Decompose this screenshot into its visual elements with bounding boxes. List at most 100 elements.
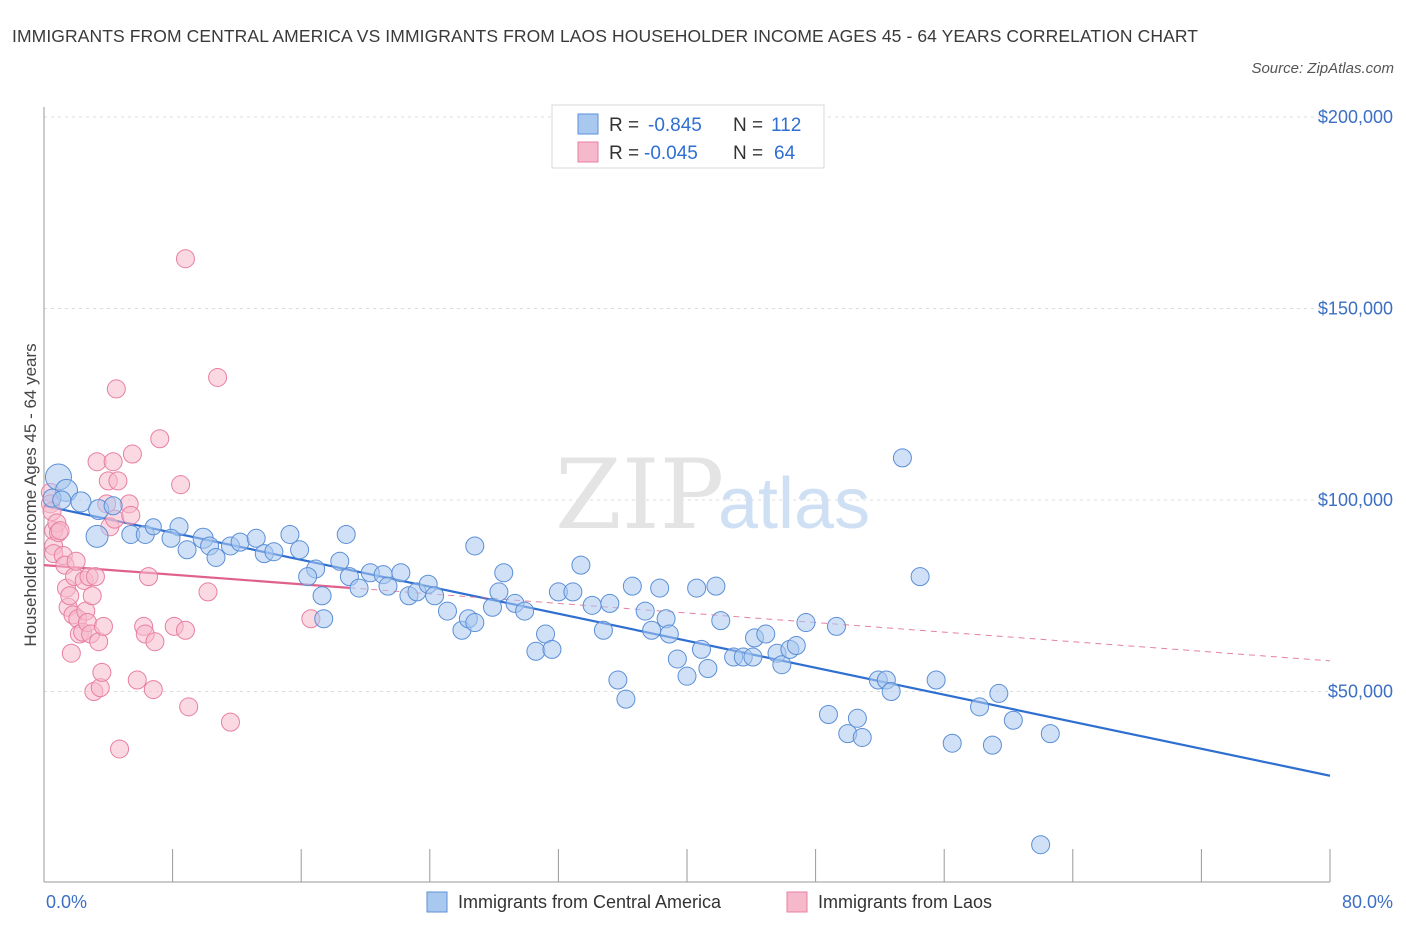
data-point-blue [70, 491, 92, 513]
correlation-legend: R = -0.845 N = 112 R = -0.045 N = 64 [551, 104, 825, 169]
data-point-blue [465, 613, 485, 633]
legend-r-value-1: -0.845 [648, 115, 702, 136]
data-point-blue [465, 536, 485, 556]
data-point-blue [881, 682, 901, 701]
data-point-pink [93, 616, 113, 636]
data-point-blue [542, 639, 562, 659]
data-point-blue [772, 655, 792, 675]
data-point-blue [280, 524, 300, 544]
legend-swatch-pink [577, 141, 599, 163]
data-point-blue [336, 524, 356, 544]
data-point-blue [144, 518, 162, 536]
data-point-pink [87, 452, 107, 472]
data-point-pink [122, 444, 142, 464]
x-tick-label: 0.0% [46, 892, 87, 912]
series-legend: Immigrants from Central America Immigran… [426, 891, 992, 913]
bottom-legend-swatch-pink [786, 891, 808, 913]
chart-source: Source: ZipAtlas.com [1251, 60, 1394, 77]
data-point-blue [1031, 835, 1051, 855]
data-point-blue [942, 733, 962, 753]
data-point-blue [103, 496, 123, 516]
y-tick-label: $200,000 [1318, 107, 1393, 127]
data-point-blue [687, 578, 707, 598]
data-point-blue [796, 613, 816, 633]
data-point-pink [82, 586, 102, 606]
grid-lines [44, 116, 1330, 692]
data-point-blue [1040, 724, 1060, 744]
data-point-blue [52, 490, 72, 510]
data-point-blue [852, 727, 872, 747]
data-point-blue [563, 582, 583, 602]
data-point-blue [206, 547, 226, 567]
data-point-blue [425, 586, 445, 606]
data-point-pink [175, 620, 195, 640]
data-point-blue [515, 601, 535, 621]
data-point-pink [127, 670, 147, 690]
data-point-blue [677, 666, 697, 686]
data-point-blue [667, 649, 687, 669]
data-point-pink [145, 632, 165, 652]
legend-r-label-1: R = [609, 115, 639, 136]
data-point-pink [220, 712, 240, 732]
legend-n-label-2: N = [733, 143, 763, 164]
data-point-blue [378, 576, 398, 596]
data-point-blue [970, 697, 990, 717]
data-point-pink [179, 697, 199, 717]
data-point-blue [698, 659, 718, 679]
watermark: ZIP atlas [555, 439, 870, 551]
data-point-pink [150, 429, 170, 449]
data-point-blue [659, 624, 679, 644]
data-point-blue [756, 624, 776, 644]
y-axis-title: Householder Income Ages 45 - 64 years [21, 343, 40, 646]
data-point-blue [847, 708, 867, 728]
bottom-legend-label-1: Immigrants from Central America [458, 892, 722, 912]
data-point-blue [989, 683, 1009, 703]
data-point-blue [650, 578, 670, 598]
data-point-blue [711, 611, 731, 631]
data-point-blue [656, 609, 676, 629]
data-point-blue [349, 578, 369, 598]
y-tick-label: $100,000 [1318, 490, 1393, 510]
legend-n-value-1: 112 [771, 115, 801, 136]
data-point-blue [616, 689, 636, 709]
data-point-pink [110, 739, 130, 759]
data-point-blue [818, 704, 838, 724]
data-point-blue [314, 609, 334, 629]
data-point-blue [494, 563, 514, 583]
data-point-pink [61, 643, 81, 663]
data-point-blue [910, 567, 930, 587]
watermark-zip: ZIP [555, 439, 724, 551]
data-point-blue [642, 620, 662, 640]
data-point-blue [743, 647, 763, 667]
data-point-blue [892, 448, 912, 468]
data-point-pink [66, 551, 86, 571]
data-point-blue [691, 639, 711, 659]
data-point-pink [208, 367, 228, 387]
data-point-blue [230, 532, 250, 552]
data-point-blue [826, 616, 846, 636]
trend-line-pink-dashed [349, 587, 1331, 662]
data-point-blue [1003, 710, 1023, 730]
legend-r-label-2: R = [609, 143, 639, 164]
data-point-blue [526, 641, 546, 661]
data-point-blue [298, 567, 318, 587]
data-point-blue [622, 576, 642, 596]
data-point-pink [106, 379, 126, 399]
data-point-blue [926, 670, 946, 690]
data-point-blue [489, 582, 509, 602]
data-point-blue [177, 540, 197, 560]
data-point-pink [143, 680, 163, 700]
data-point-blue [85, 524, 109, 548]
data-point-blue [571, 555, 591, 575]
data-point-blue [246, 528, 266, 548]
data-point-pink [108, 471, 128, 491]
data-point-blue [635, 601, 655, 621]
data-point-pink [138, 567, 158, 587]
data-point-blue [437, 601, 457, 621]
chart-title: IMMIGRANTS FROM CENTRAL AMERICA VS IMMIG… [12, 26, 1199, 46]
data-point-pink [85, 567, 105, 587]
data-point-blue [600, 593, 620, 613]
data-point-pink [103, 452, 123, 472]
data-point-pink [60, 586, 80, 606]
data-point-blue [391, 563, 411, 583]
